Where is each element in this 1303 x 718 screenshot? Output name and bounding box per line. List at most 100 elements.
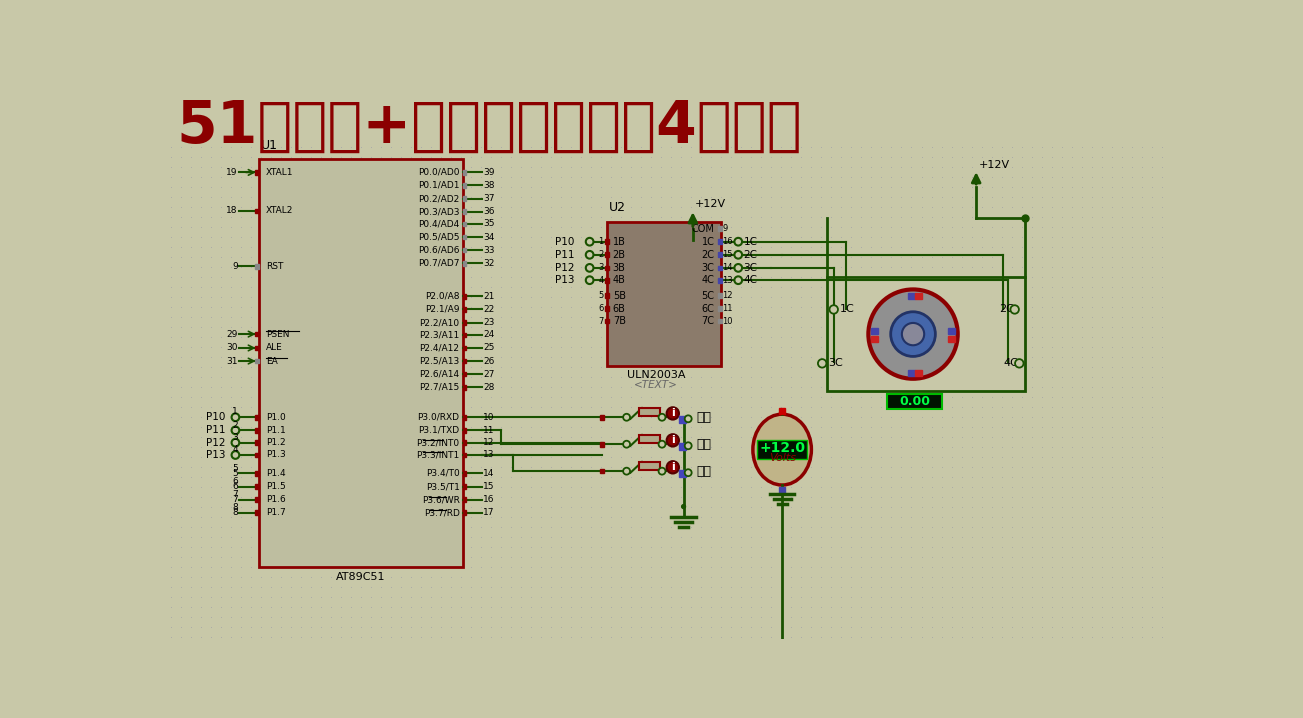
Text: 3: 3 xyxy=(232,433,237,442)
Text: XTAL1: XTAL1 xyxy=(266,168,293,177)
Circle shape xyxy=(681,505,685,508)
Text: +12.0: +12.0 xyxy=(760,441,805,455)
Text: 2C: 2C xyxy=(999,304,1014,314)
Text: 6: 6 xyxy=(598,304,603,313)
Text: 4C: 4C xyxy=(744,275,757,285)
Text: 4C: 4C xyxy=(701,275,714,285)
Text: 3B: 3B xyxy=(612,263,625,273)
Text: 21: 21 xyxy=(483,292,495,301)
Text: P10: P10 xyxy=(206,412,225,422)
Circle shape xyxy=(667,461,679,473)
Bar xyxy=(949,328,955,334)
Bar xyxy=(463,471,466,476)
Text: 4: 4 xyxy=(232,450,237,460)
Text: P0.4/AD4: P0.4/AD4 xyxy=(418,220,460,228)
Bar xyxy=(605,239,609,244)
Text: 1: 1 xyxy=(598,237,603,246)
Text: 3C: 3C xyxy=(744,263,757,273)
Text: 5B: 5B xyxy=(612,291,625,301)
Text: P3.3/INT1: P3.3/INT1 xyxy=(416,450,460,460)
Text: 8: 8 xyxy=(232,503,237,512)
Text: P0.1/AD1: P0.1/AD1 xyxy=(418,181,460,190)
Bar xyxy=(254,332,258,337)
Bar xyxy=(463,320,466,325)
Text: i: i xyxy=(671,435,675,445)
Text: 32: 32 xyxy=(483,258,495,268)
Text: 4B: 4B xyxy=(612,275,625,285)
Bar xyxy=(463,345,466,350)
Circle shape xyxy=(658,414,666,421)
Text: 2C: 2C xyxy=(744,250,757,260)
Circle shape xyxy=(818,359,826,368)
Bar xyxy=(605,253,609,257)
Bar xyxy=(638,462,661,470)
Text: P0.2/AD2: P0.2/AD2 xyxy=(418,194,460,203)
Text: 1C: 1C xyxy=(840,304,855,314)
Text: 4: 4 xyxy=(232,445,237,454)
Text: P1.7: P1.7 xyxy=(266,508,285,517)
Text: P3.0/RXD: P3.0/RXD xyxy=(417,413,460,421)
Bar xyxy=(607,222,721,366)
Bar xyxy=(254,428,258,433)
Bar xyxy=(254,359,258,363)
Circle shape xyxy=(232,451,240,459)
Circle shape xyxy=(623,467,631,475)
Text: 停止: 停止 xyxy=(697,465,711,477)
Text: 3C: 3C xyxy=(701,263,714,273)
Bar xyxy=(679,416,685,423)
Bar xyxy=(718,226,722,231)
Text: 19: 19 xyxy=(227,168,237,177)
Text: 36: 36 xyxy=(483,208,495,216)
Text: P12: P12 xyxy=(206,438,225,447)
Text: U2: U2 xyxy=(609,201,625,214)
Bar xyxy=(718,239,722,244)
Text: COM: COM xyxy=(692,223,714,233)
Bar xyxy=(605,319,609,323)
Text: 22: 22 xyxy=(483,305,495,314)
Text: 16: 16 xyxy=(722,237,732,246)
Text: 3C: 3C xyxy=(829,358,843,368)
Circle shape xyxy=(830,305,838,314)
Bar xyxy=(718,278,722,282)
Text: P3.2/INT0: P3.2/INT0 xyxy=(417,438,460,447)
Bar xyxy=(463,235,466,239)
Text: P2.0/A8: P2.0/A8 xyxy=(425,292,460,301)
Bar xyxy=(463,183,466,188)
Text: Volts: Volts xyxy=(769,453,796,463)
Text: 4: 4 xyxy=(598,276,603,285)
Bar xyxy=(779,408,786,414)
Text: P12: P12 xyxy=(555,263,575,273)
Text: P2.3/A11: P2.3/A11 xyxy=(420,330,460,340)
Bar xyxy=(463,385,466,390)
Text: 2B: 2B xyxy=(612,250,625,260)
Bar xyxy=(638,435,661,443)
Text: 8: 8 xyxy=(232,508,237,517)
Circle shape xyxy=(586,238,593,246)
Circle shape xyxy=(658,467,666,475)
Bar xyxy=(463,222,466,226)
Text: i: i xyxy=(671,409,675,419)
Bar xyxy=(915,292,921,299)
Bar xyxy=(254,471,258,476)
Bar xyxy=(463,415,466,419)
Bar xyxy=(463,440,466,445)
Text: 38: 38 xyxy=(483,181,495,190)
Circle shape xyxy=(1015,359,1024,368)
Text: P2.1/A9: P2.1/A9 xyxy=(425,305,460,314)
Text: 35: 35 xyxy=(483,220,495,228)
Bar xyxy=(463,372,466,376)
Bar xyxy=(254,440,258,445)
Circle shape xyxy=(586,276,593,284)
Circle shape xyxy=(623,441,631,448)
Text: 正转: 正转 xyxy=(697,411,711,424)
Text: 13: 13 xyxy=(483,450,495,460)
Text: 1: 1 xyxy=(232,413,237,421)
Text: 3: 3 xyxy=(598,264,603,272)
Text: P2.2/A10: P2.2/A10 xyxy=(420,318,460,327)
Ellipse shape xyxy=(753,414,812,485)
Text: 2: 2 xyxy=(598,251,603,259)
Text: 1C: 1C xyxy=(744,237,757,247)
Circle shape xyxy=(1010,305,1019,314)
Text: +12V: +12V xyxy=(979,159,1010,169)
Text: P13: P13 xyxy=(206,450,225,460)
